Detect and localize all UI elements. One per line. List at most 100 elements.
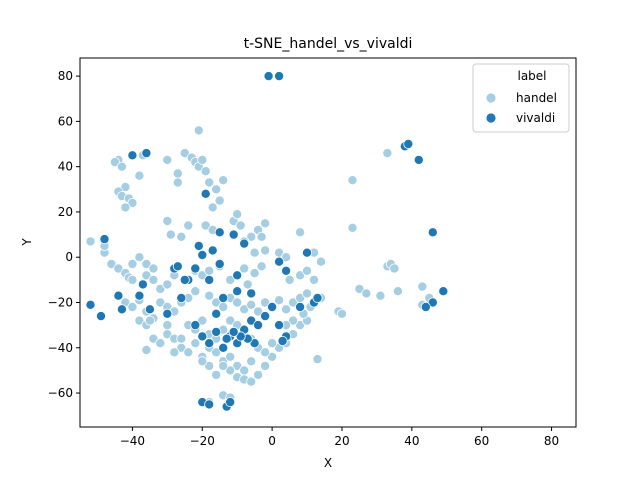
x-tick-label-1: −20	[190, 434, 215, 448]
point-handel-159	[308, 274, 319, 285]
point-vivaldi-55	[232, 286, 243, 297]
point-vivaldi-56	[218, 292, 229, 303]
x-tick-label-5: 60	[474, 434, 489, 448]
point-vivaldi-9	[427, 297, 438, 308]
point-vivaldi-61	[225, 397, 236, 408]
point-handel-116	[260, 360, 271, 371]
point-handel-95	[301, 288, 312, 299]
point-vivaldi-39	[190, 320, 201, 331]
point-handel-89	[260, 297, 271, 308]
point-handel-177	[389, 263, 400, 274]
point-vivaldi-12	[214, 227, 225, 238]
legend-box	[472, 63, 570, 133]
point-handel-55	[155, 283, 166, 294]
point-vivaldi-50	[267, 301, 278, 312]
point-vivaldi-10	[420, 301, 431, 312]
point-handel-71	[127, 301, 138, 312]
point-vivaldi-26	[274, 256, 285, 267]
point-vivaldi-29	[85, 299, 96, 310]
y-tick-label-5: 40	[58, 160, 73, 174]
point-handel-111	[225, 351, 236, 362]
point-handel-38	[260, 218, 271, 229]
y-tick-label-1: −40	[48, 341, 73, 355]
point-handel-82	[211, 297, 222, 308]
point-vivaldi-42	[211, 326, 222, 337]
point-handel-66	[242, 279, 253, 290]
legend: label handel vivaldi	[472, 63, 570, 133]
point-handel-83	[218, 301, 229, 312]
y-tick-label-0: −60	[48, 386, 73, 400]
point-vivaldi-49	[260, 311, 271, 322]
point-handel-178	[392, 286, 403, 297]
point-handel-24	[193, 125, 204, 136]
point-handel-113	[239, 365, 250, 376]
point-handel-37	[256, 231, 267, 242]
y-tick-label-2: −20	[48, 295, 73, 309]
point-handel-100	[148, 333, 159, 344]
point-handel-155	[176, 333, 187, 344]
point-handel-129	[225, 315, 236, 326]
point-handel-46	[113, 263, 124, 274]
x-axis-label: X	[324, 456, 332, 470]
point-vivaldi-35	[144, 304, 155, 315]
point-vivaldi-1	[274, 71, 285, 82]
point-handel-20	[211, 184, 222, 195]
point-handel-139	[246, 376, 257, 387]
point-handel-40	[249, 247, 260, 258]
point-handel-2	[116, 161, 127, 172]
point-handel-87	[246, 299, 257, 310]
point-handel-51	[148, 263, 159, 274]
point-handel-158	[301, 265, 312, 276]
point-handel-33	[232, 209, 243, 220]
point-handel-174	[375, 290, 386, 301]
point-handel-121	[295, 320, 306, 331]
point-vivaldi-27	[281, 265, 292, 276]
point-handel-142	[211, 369, 222, 380]
point-handel-153	[162, 320, 173, 331]
point-handel-91	[274, 295, 285, 306]
point-handel-183	[417, 281, 428, 292]
point-handel-167	[315, 256, 326, 267]
y-axis-label: Y	[20, 238, 34, 247]
point-vivaldi-2	[127, 150, 138, 161]
point-vivaldi-65	[249, 338, 260, 349]
point-vivaldi-62	[295, 301, 306, 312]
point-handel-12	[172, 168, 183, 179]
point-handel-3	[120, 181, 131, 192]
point-vivaldi-16	[207, 245, 218, 256]
points-layer	[85, 71, 449, 412]
point-handel-143	[204, 360, 215, 371]
point-handel-13	[179, 148, 190, 159]
point-handel-85	[232, 297, 243, 308]
point-handel-144	[197, 356, 208, 367]
point-handel-141	[218, 360, 229, 371]
point-vivaldi-25	[301, 247, 312, 258]
point-handel-61	[204, 265, 215, 276]
point-handel-1	[109, 157, 120, 168]
y-tick-label-4: 20	[58, 205, 73, 219]
point-handel-21	[207, 202, 218, 213]
point-vivaldi-53	[277, 335, 288, 346]
point-handel-92	[281, 304, 292, 315]
point-handel-80	[190, 286, 201, 297]
point-handel-109	[211, 347, 222, 358]
point-vivaldi-59	[204, 399, 215, 410]
point-handel-54	[148, 274, 159, 285]
point-vivaldi-17	[214, 258, 225, 269]
point-handel-11	[162, 154, 173, 165]
point-handel-88	[253, 306, 264, 317]
point-vivaldi-64	[312, 292, 323, 303]
point-vivaldi-24	[204, 274, 215, 285]
point-handel-156	[284, 274, 295, 285]
point-handel-157	[295, 270, 306, 281]
point-handel-172	[354, 283, 365, 294]
point-handel-34	[235, 220, 246, 231]
point-handel-50	[141, 258, 152, 269]
point-handel-56	[162, 279, 173, 290]
point-handel-145	[141, 344, 152, 355]
point-handel-152	[127, 274, 138, 285]
point-vivaldi-18	[232, 270, 243, 281]
point-handel-43	[281, 252, 292, 263]
point-handel-22	[214, 195, 225, 206]
